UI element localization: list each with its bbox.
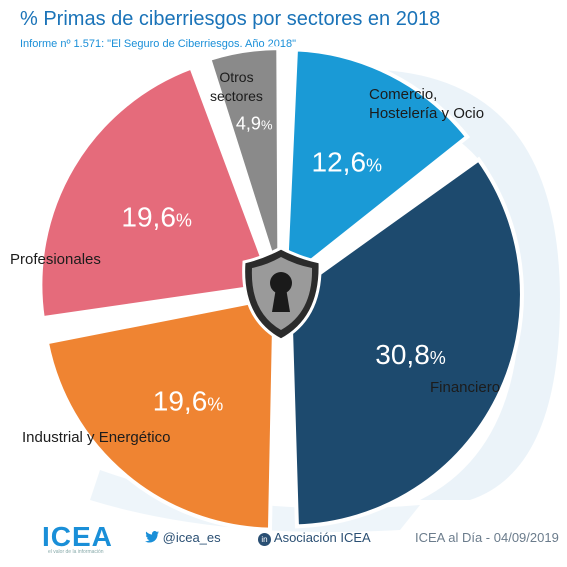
pie-slice [38,64,276,321]
background-decoration [380,70,560,500]
label-otros-line1: Otros [219,69,254,85]
slice-value-label: 30,8% [375,339,446,370]
pie-slice [287,156,524,529]
label-comercio: Comercio, Hostelería y Ocio [369,85,484,123]
lock-shield-icon [242,246,322,342]
label-industrial: Industrial y Energético [22,429,171,446]
pie-slice [44,295,277,532]
linkedin-link[interactable]: in Asociación ICEA [258,530,371,546]
slice-value-label: 19,6% [153,386,224,417]
twitter-link[interactable]: @icea_es [145,530,221,545]
brand-tagline: el valor de la información [48,549,104,555]
page-title: % Primas de ciberriesgos por sectores en… [20,8,441,30]
linkedin-name: Asociación ICEA [273,530,371,545]
pie-slice [206,46,282,281]
twitter-icon [145,531,159,543]
label-profesionales: Profesionales [10,251,101,268]
label-otros: Otros sectores [210,68,263,106]
slice-value-label: 12,6% [312,146,383,177]
twitter-handle: @icea_es [162,530,221,545]
date-note: ICEA al Día - 04/09/2019 [415,530,559,545]
slice-value-label: 19,6% [121,201,192,232]
pie-slice [283,47,471,286]
page-subtitle: Informe nº 1.571: "El Seguro de Ciberrie… [20,38,296,50]
label-financiero: Financiero [430,379,501,396]
linkedin-icon: in [258,533,271,546]
label-comercio-line1: Comercio, [369,86,438,103]
label-comercio-line2: Hostelería y Ocio [369,105,485,122]
label-otros-line2: sectores [210,88,263,104]
slice-value-label: 4,9% [236,114,273,134]
icea-logo-icon: ICEA [42,521,113,552]
